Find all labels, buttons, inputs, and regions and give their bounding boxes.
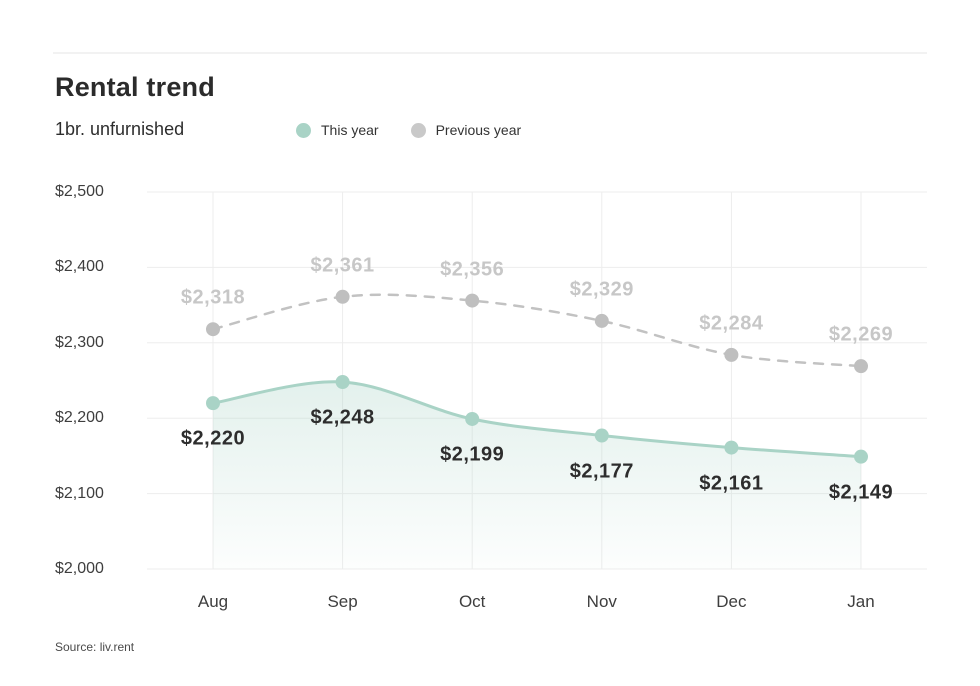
x-tick-label-jan: Jan: [847, 592, 875, 611]
x-tick-label-oct: Oct: [458, 592, 486, 611]
legend-item-this-year: This year: [296, 122, 379, 138]
area-this-year: [213, 381, 861, 569]
value-label-this-year-sep: $2,248: [310, 406, 375, 429]
legend-item-previous-year: Previous year: [410, 122, 522, 138]
previous-year-dot-icon: [410, 122, 426, 138]
line-previous-year: [211, 293, 863, 368]
point-previous-year-dec: [724, 347, 739, 362]
value-label-this-year-nov: $2,177: [569, 460, 634, 483]
value-label-previous-year-aug: $2,318: [180, 286, 246, 309]
x-tick-label-dec: Dec: [716, 592, 747, 611]
x-tick-label-sep: Sep: [327, 592, 358, 611]
source-note: Source: liv.rent: [55, 640, 135, 654]
point-previous-year-aug: [206, 322, 220, 337]
y-tick-label: $2,400: [55, 258, 104, 276]
legend-label-this-year: This year: [321, 122, 379, 138]
point-this-year-oct: [465, 411, 480, 426]
y-tick-label: $2,000: [55, 560, 104, 577]
point-previous-year-nov: [594, 313, 609, 328]
y-tick-label: $2,200: [55, 409, 104, 427]
y-tick-label: $2,100: [55, 484, 104, 502]
this-year-dot-icon: [296, 122, 311, 138]
value-label-previous-year-sep: $2,361: [310, 254, 375, 277]
top-divider: [53, 52, 927, 54]
value-label-previous-year-nov: $2,329: [569, 278, 634, 301]
legend-label-previous-year: Previous year: [435, 122, 522, 138]
value-label-this-year-oct: $2,199: [440, 443, 505, 466]
point-previous-year-oct: [465, 293, 480, 308]
point-this-year-nov: [594, 428, 609, 443]
value-label-previous-year-dec: $2,284: [699, 312, 764, 335]
x-tick-label-aug: Aug: [197, 592, 229, 611]
point-previous-year-jan: [854, 359, 868, 374]
point-this-year-sep: [335, 375, 350, 390]
point-this-year-jan: [854, 449, 868, 464]
value-label-this-year-jan: $2,149: [828, 481, 894, 504]
value-label-previous-year-jan: $2,269: [828, 323, 894, 346]
line-this-year: [212, 380, 862, 459]
legend: This year Previous year: [296, 122, 521, 138]
chart-subtitle: 1br. unfurnished: [55, 119, 185, 139]
y-tick-label: $2,500: [55, 183, 104, 200]
value-label-this-year-dec: $2,161: [699, 472, 764, 495]
point-previous-year-sep: [335, 289, 350, 304]
page-title: Rental trend: [55, 72, 215, 102]
x-tick-label-nov: Nov: [586, 592, 617, 611]
point-this-year-aug: [206, 396, 220, 411]
point-this-year-dec: [724, 440, 739, 455]
y-tick-label: $2,300: [55, 333, 104, 351]
value-label-this-year-aug: $2,220: [180, 427, 246, 450]
value-label-previous-year-oct: $2,356: [440, 258, 505, 281]
